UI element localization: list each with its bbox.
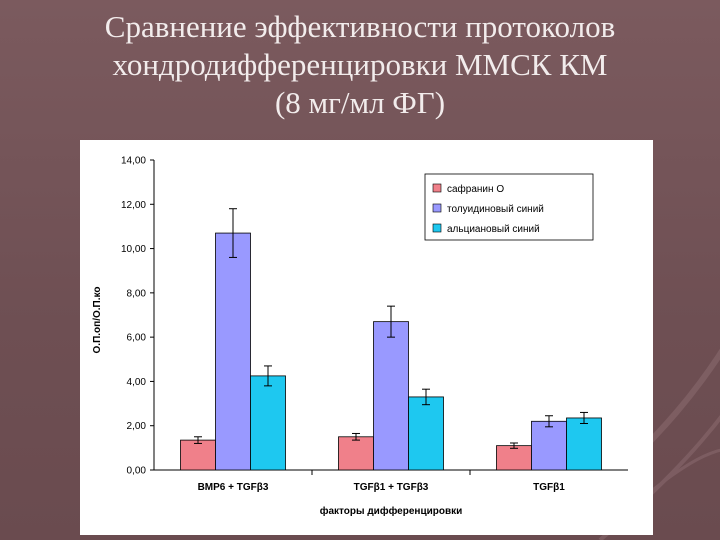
legend-swatch [432, 203, 442, 213]
legend-swatch [432, 223, 442, 233]
y-tick-label: 2,00 [127, 421, 147, 432]
bar [408, 396, 444, 471]
bar [531, 420, 567, 471]
y-tick-label: 6,00 [127, 333, 147, 344]
x-axis-label: факторы дифференцировки [320, 505, 463, 517]
bar [180, 439, 216, 471]
legend-swatch [432, 183, 442, 193]
y-tick-label: 10,00 [121, 244, 146, 255]
x-tick-label: BMP6 + TGFβ3 [198, 482, 269, 493]
y-tick-label: 0,00 [127, 466, 147, 477]
x-tick-label: TGFβ1 [533, 482, 565, 493]
y-tick-label: 14,00 [121, 156, 146, 167]
y-tick-label: 12,00 [121, 200, 146, 211]
bar-chart: 0,00 2,00 4,00 6,00 8,00 10,00 12,00 14,00 BMP6 … [92, 156, 628, 517]
slide-title: Сравнение эффективности протоколов хондр… [0, 8, 720, 122]
x-tick-label: TGFβ1 + TGFβ3 [354, 482, 429, 493]
bar [338, 436, 374, 471]
bar [566, 417, 602, 471]
title-line-3: (8 мг/мл ФГ) [274, 85, 446, 120]
bar [250, 375, 286, 471]
chart-panel: 0,00 2,00 4,00 6,00 8,00 10,00 12,00 14,00 BMP6 … [80, 140, 653, 535]
legend-entry: альциановый синий [447, 224, 540, 235]
bar [373, 321, 409, 471]
y-tick-label: 8,00 [127, 288, 147, 299]
bar [496, 445, 532, 471]
y-axis-label: О.П.оп/О.П.ко [92, 287, 103, 354]
title-line-2: хондродифференцировки ММСК КМ [112, 47, 608, 82]
legend-entry: толуидиновый синий [447, 204, 544, 215]
legend-entry: сафранин О [447, 183, 504, 195]
bar [215, 232, 251, 471]
title-line-1: Сравнение эффективности протоколов [104, 9, 616, 44]
legend-box [424, 173, 594, 241]
y-tick-label: 4,00 [127, 377, 147, 388]
